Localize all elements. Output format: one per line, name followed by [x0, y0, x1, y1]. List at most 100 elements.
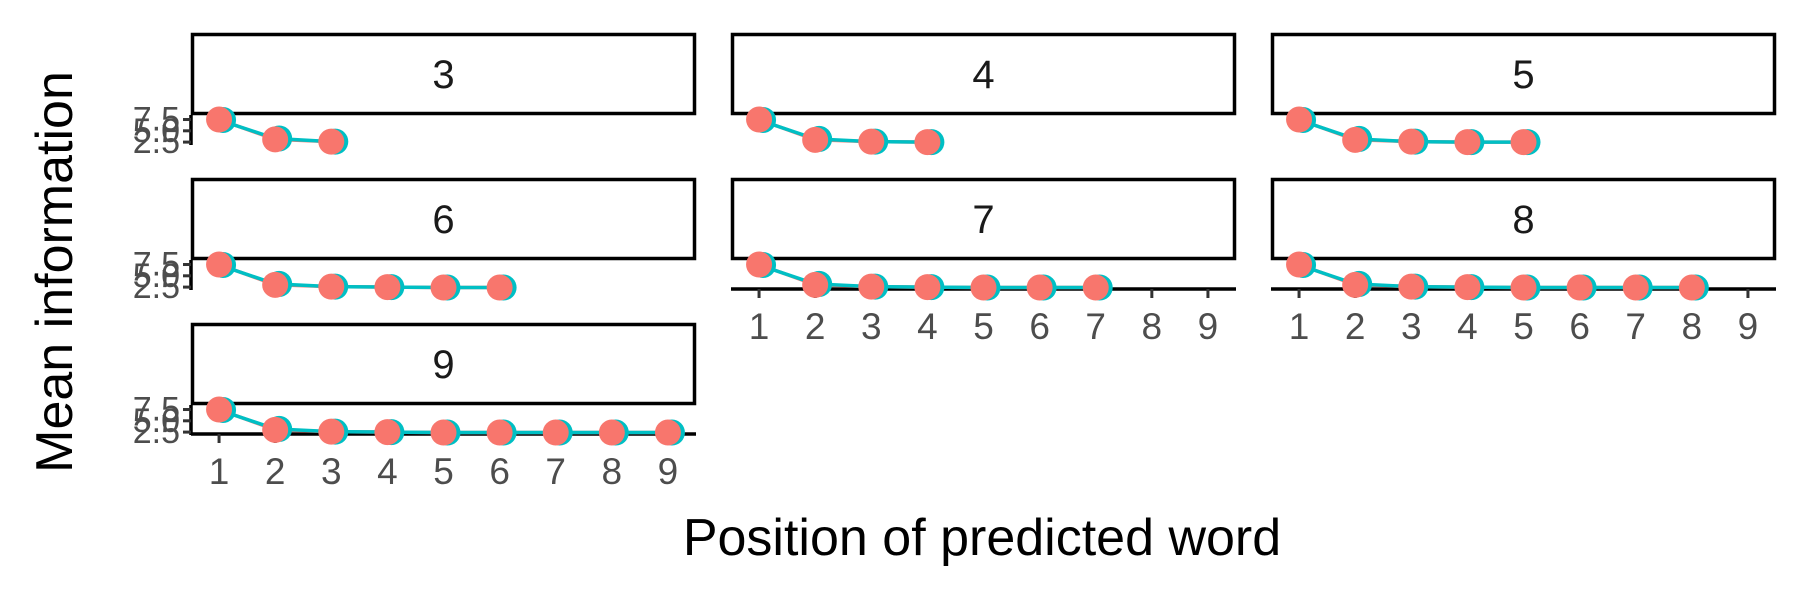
facet-strip-label: 9	[432, 343, 454, 387]
series-line-teal	[758, 118, 928, 144]
facet-panel-7: 71 2 3 4 5 6 7 8 9	[730, 177, 1237, 347]
y-tick-label: 5.0	[133, 402, 180, 440]
facet-strip	[730, 177, 1237, 261]
facet-strip-label: 8	[1512, 198, 1534, 242]
data-point-red	[318, 273, 345, 300]
data-point-red	[1286, 106, 1313, 133]
y-tick-label: 2.5	[133, 123, 180, 161]
x-tick-label: 5	[433, 451, 454, 492]
facet-strip-label: 6	[432, 198, 454, 242]
data-point-red	[262, 271, 289, 298]
x-tick-label: 1	[1289, 306, 1310, 347]
data-point-red	[318, 418, 345, 445]
data-point-red	[1510, 129, 1537, 156]
x-tick-label: 3	[1401, 306, 1422, 347]
data-point-red	[858, 128, 885, 155]
x-tick-label: 1	[749, 306, 770, 347]
y-tick-label: 5.0	[133, 112, 180, 150]
facet-strip-label: 3	[432, 53, 454, 97]
data-point-red	[206, 396, 233, 423]
data-point-red	[1622, 274, 1649, 301]
x-tick-label: 8	[1142, 306, 1163, 347]
data-point-red	[486, 419, 513, 446]
data-point-red	[374, 274, 401, 301]
x-tick-label: 7	[1625, 306, 1646, 347]
data-point-red	[1454, 274, 1481, 301]
data-point-red	[374, 419, 401, 446]
facet-strip	[190, 177, 697, 261]
facet-panel-6: 6 2.55.07.5	[133, 177, 697, 306]
x-tick-label: 6	[489, 451, 510, 492]
data-point-red	[1398, 273, 1425, 300]
facet-strip	[190, 32, 697, 116]
data-point-red	[486, 274, 513, 301]
facet-strip	[730, 32, 1237, 116]
data-point-red	[1342, 126, 1369, 153]
data-point-red	[970, 274, 997, 301]
y-tick-label: 7.5	[133, 101, 180, 139]
x-tick-label: 9	[658, 451, 679, 492]
x-tick-label: 9	[1198, 306, 1219, 347]
x-tick-label: 5	[973, 306, 994, 347]
x-tick-label: 1	[209, 451, 230, 492]
data-point-red	[1454, 129, 1481, 156]
facet-strip	[1270, 177, 1777, 261]
facet-strip	[1270, 32, 1777, 116]
x-tick-label: 2	[1345, 306, 1366, 347]
data-point-red	[598, 419, 625, 446]
x-tick-label: 6	[1569, 306, 1590, 347]
data-point-red	[1678, 274, 1705, 301]
facet-panel-4: 4	[730, 32, 1237, 156]
data-point-red	[206, 106, 233, 133]
data-point-red	[802, 271, 829, 298]
data-point-red	[262, 416, 289, 443]
y-axis-title: Mean information	[26, 71, 84, 473]
data-point-red	[746, 106, 773, 133]
data-point-red	[914, 129, 941, 156]
y-tick-label: 5.0	[133, 257, 180, 295]
y-tick-label: 2.5	[133, 413, 180, 451]
data-point-red	[1566, 274, 1593, 301]
facet-strip	[190, 322, 697, 406]
data-point-red	[542, 419, 569, 446]
data-point-red	[318, 128, 345, 155]
data-point-red	[1082, 274, 1109, 301]
data-point-red	[430, 274, 457, 301]
x-tick-label: 6	[1029, 306, 1050, 347]
x-tick-label: 3	[861, 306, 882, 347]
data-point-red	[206, 251, 233, 278]
x-tick-label: 3	[321, 451, 342, 492]
x-axis-title: Position of predicted word	[683, 509, 1281, 567]
data-point-red	[1342, 271, 1369, 298]
x-tick-label: 8	[602, 451, 623, 492]
x-tick-label: 7	[1085, 306, 1106, 347]
data-point-red	[1398, 128, 1425, 155]
facet-panel-5: 5	[1270, 32, 1777, 156]
x-tick-label: 8	[1682, 306, 1703, 347]
panels-layer: 32.55.07.54 562.55.07.571 2 3 4 5 6 7 8 981 2 3 4 5 6 7…	[133, 32, 1777, 492]
x-tick-label: 2	[805, 306, 826, 347]
x-tick-label: 5	[1513, 306, 1534, 347]
data-point-red	[802, 126, 829, 153]
x-tick-label: 4	[917, 306, 938, 347]
facet-strip-label: 5	[1512, 53, 1534, 97]
x-tick-label: 9	[1738, 306, 1759, 347]
x-tick-label: 2	[265, 451, 286, 492]
x-tick-label: 7	[545, 451, 566, 492]
facet-strip-label: 4	[972, 53, 994, 97]
data-point-red	[1286, 251, 1313, 278]
data-point-red	[262, 126, 289, 153]
x-tick-label: 4	[377, 451, 398, 492]
facet-panel-9: 92.55.07.51 2 3 4 5 6 7 8 9	[133, 322, 697, 492]
data-point-red	[1510, 274, 1537, 301]
data-point-red	[1026, 274, 1053, 301]
facet-panel-3: 3 2.55.07.5	[133, 32, 697, 161]
y-tick-label: 7.5	[133, 391, 180, 429]
data-point-red	[746, 251, 773, 278]
data-point-red	[914, 274, 941, 301]
facet-panel-8: 81 2 3 4 5 6 7 8 9	[1270, 177, 1777, 347]
data-point-red	[858, 273, 885, 300]
data-point-red	[654, 419, 681, 446]
y-tick-label: 7.5	[133, 246, 180, 284]
